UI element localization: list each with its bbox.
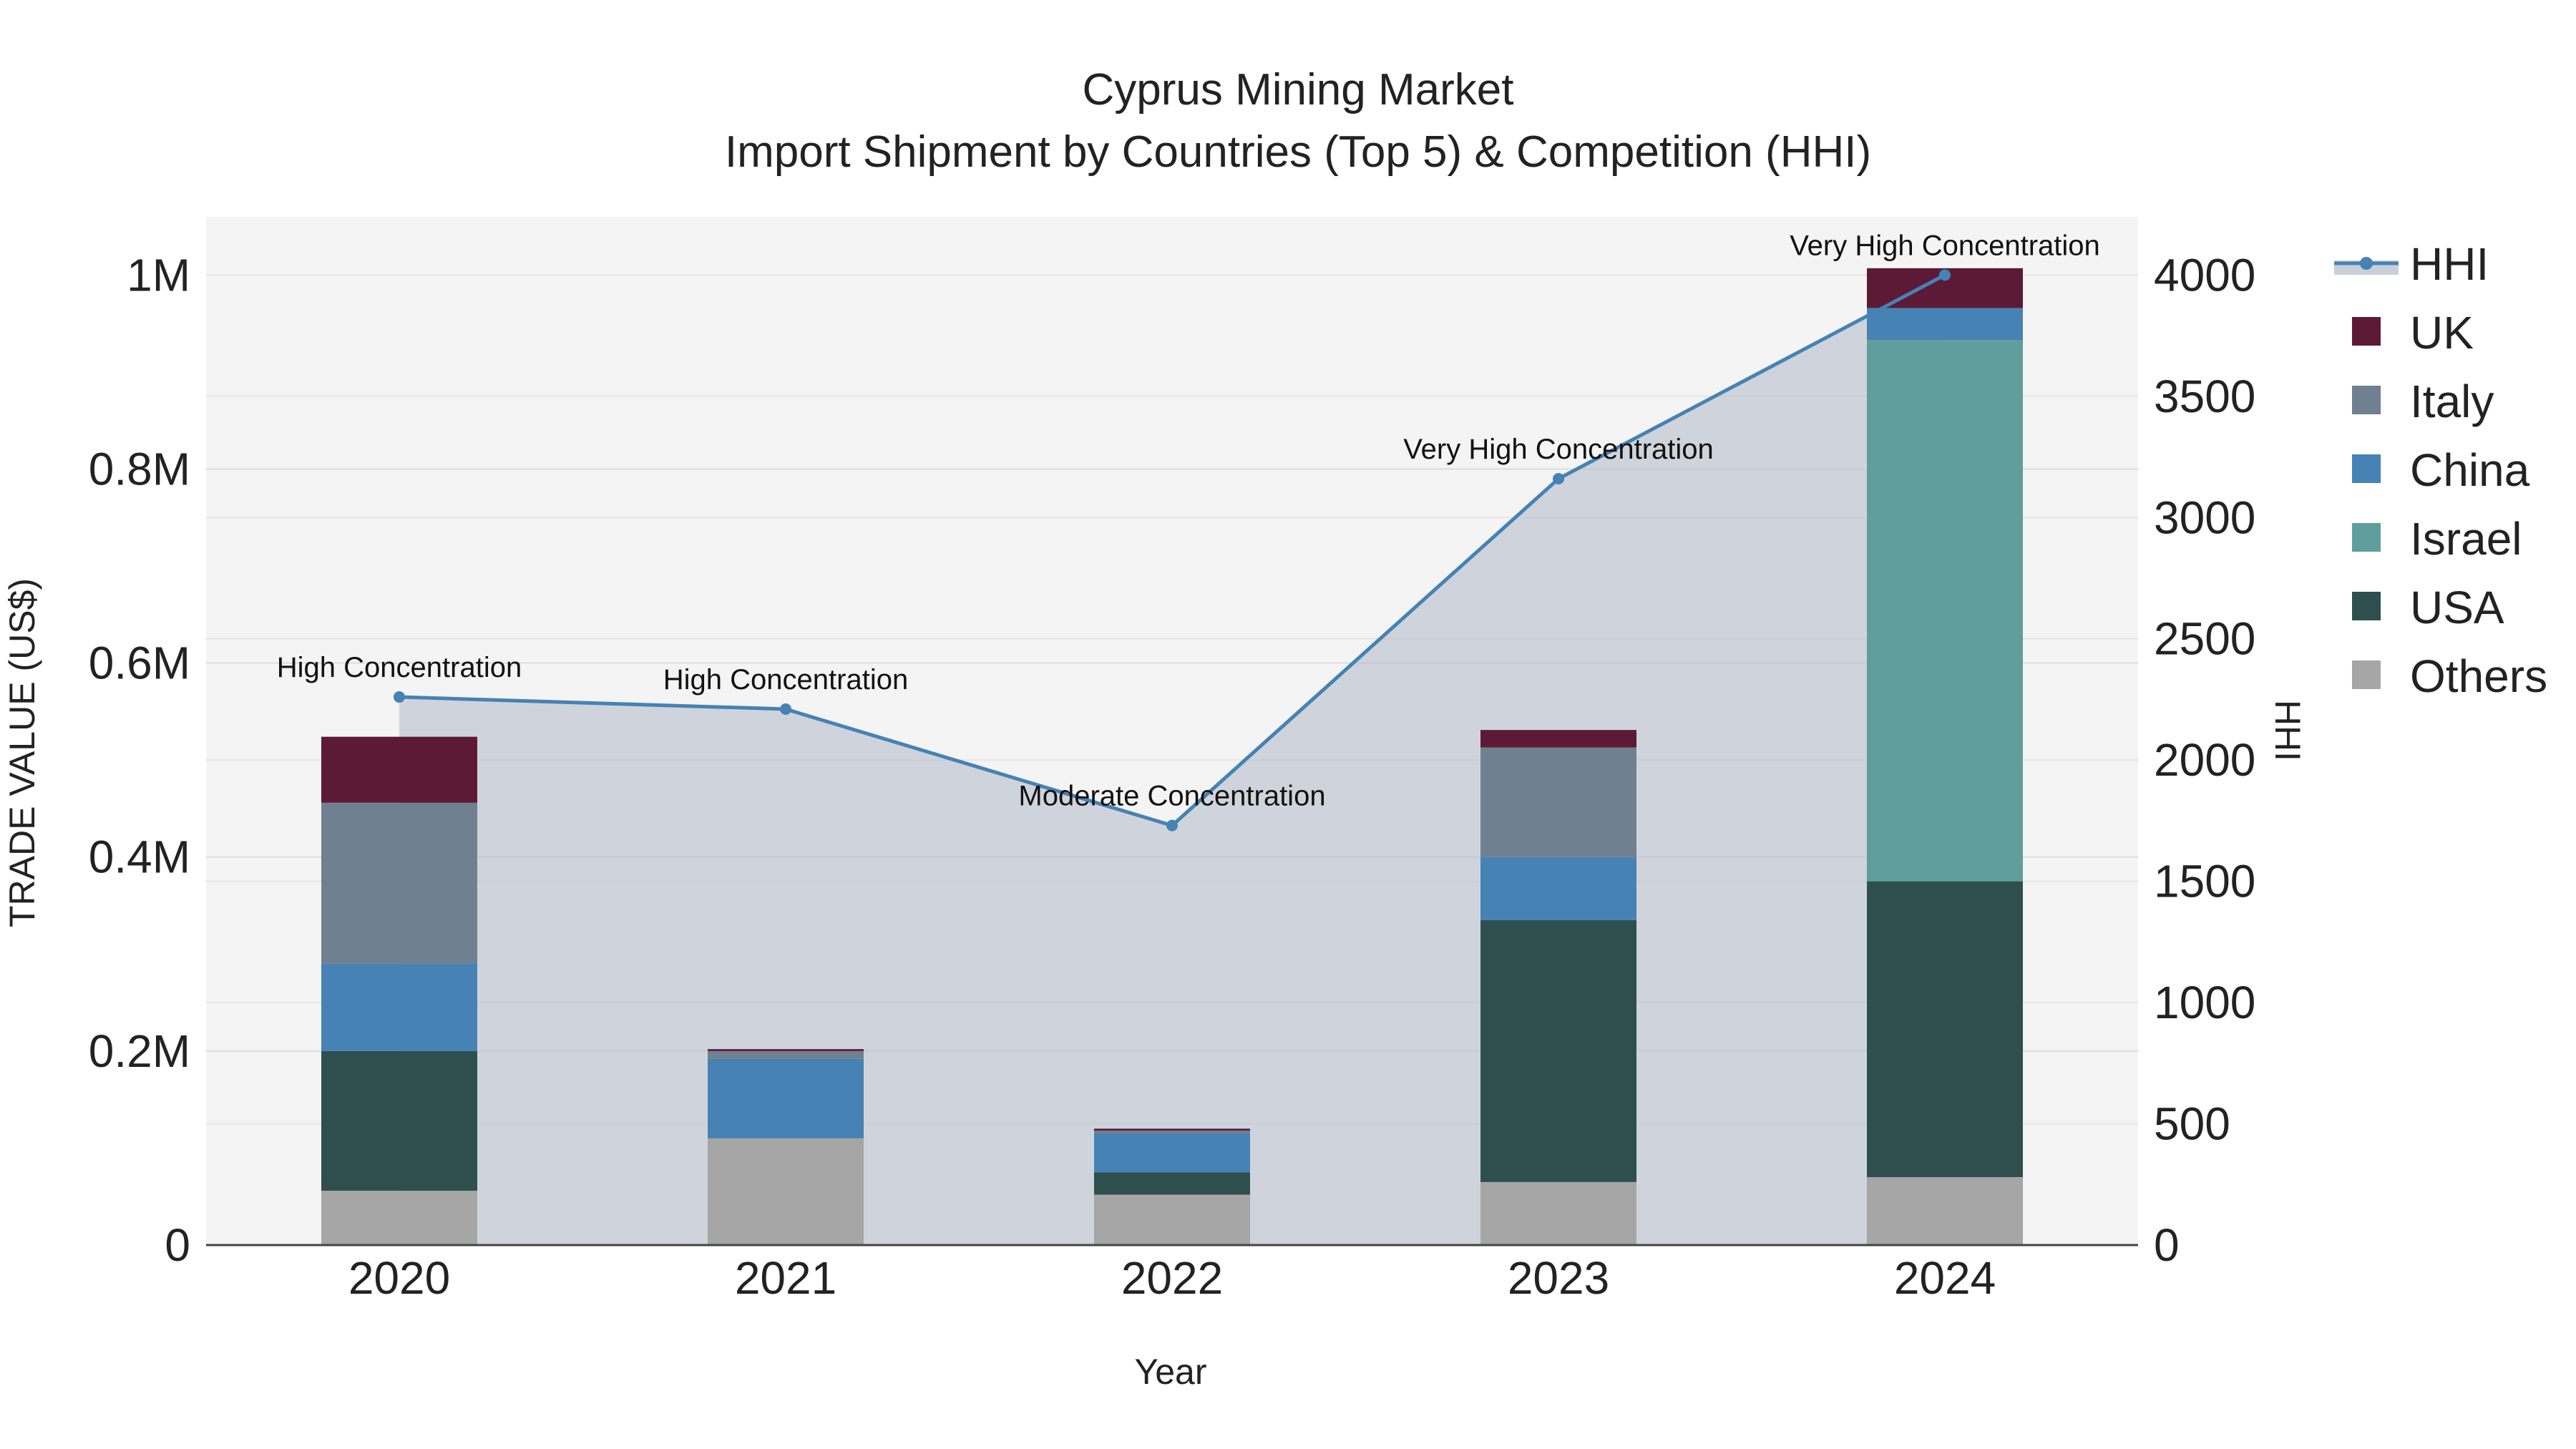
legend-swatch-others [2352,660,2381,689]
bar-others-2024 [1867,1177,2023,1245]
legend: HHI UK Italy China Israel USA Others [2334,238,2547,702]
bar-italy-2021 [708,1050,864,1059]
x-tick-label-2022: 2022 [1121,1252,1223,1304]
hhi-annotation-2024: Very High Concentration [1790,230,2100,261]
y-tick-label: 1M [127,249,190,301]
bar-china-2024 [1867,308,2023,341]
axes: 0 0.2M 0.4M 0.6M 0.8M 1M 0 500 1000 1500 2000 2500 3… [89,249,2256,1304]
bar-china-2022 [1094,1133,1250,1173]
y2-tick-label: 4000 [2154,249,2255,301]
bar-usa-2022 [1094,1172,1250,1195]
hhi-point-2024 [1939,269,1951,281]
y2-tick-label: 1500 [2154,856,2255,907]
bar-usa-2023 [1480,919,1636,1182]
hhi-annotation-2020: High Concentration [277,652,522,683]
bar-china-2023 [1480,857,1636,920]
y-tick-label: 0.2M [89,1025,190,1077]
bar-china-2021 [708,1058,864,1138]
hhi-annotation-2023: Very High Concentration [1403,434,1714,465]
bar-italy-2023 [1480,747,1636,857]
bar-usa-2024 [1867,881,2023,1178]
y2-tick-label: 3000 [2154,492,2255,543]
bar-uk-2023 [1480,730,1636,748]
bar-others-2023 [1480,1181,1636,1245]
hhi-annotations: High Concentration High Concentration Mode… [277,230,2100,811]
bar-israel-2024 [1867,340,2023,882]
y2-tick-label: 2000 [2154,734,2255,786]
legend-label-usa: USA [2410,582,2504,633]
x-tick-label-2024: 2024 [1894,1252,1996,1304]
y2-tick-label: 1000 [2154,977,2255,1028]
hhi-point-2020 [394,691,405,703]
legend-label-china: China [2410,444,2530,496]
y2-tick-label: 500 [2154,1098,2230,1150]
bar-uk-2021 [708,1049,864,1051]
bars-layer [321,268,2023,1245]
legend-swatch-usa [2352,592,2381,620]
y-tick-label: 0.4M [89,831,190,883]
y2-tick-label: 0 [2154,1219,2180,1271]
legend-swatch-uk [2352,317,2381,346]
y2-tick-label: 3500 [2154,371,2255,422]
bar-others-2022 [1094,1194,1250,1245]
chart-subtitle: Import Shipment by Countries (Top 5) & C… [725,127,1871,177]
legend-label-israel: Israel [2410,513,2522,565]
x-tick-label-2020: 2020 [348,1252,450,1304]
y-tick-label: 0.6M [89,638,190,689]
y2-axis-title: HHI [2268,700,2308,761]
x-tick-label-2021: 2021 [735,1252,836,1304]
legend-swatch-israel [2352,523,2381,552]
y-axis-title: TRADE VALUE (US$) [2,578,42,927]
legend-label-uk: UK [2410,307,2474,358]
bar-china-2020 [321,963,477,1051]
legend-swatch-italy [2352,386,2381,414]
hhi-point-2021 [780,703,791,715]
hhi-point-2023 [1553,473,1564,485]
legend-marker-hhi [2360,257,2373,270]
bar-others-2020 [321,1191,477,1245]
hhi-annotation-2022: Moderate Concentration [1018,781,1325,812]
y-tick-label: 0.8M [89,443,190,494]
x-axis-title: Year [1134,1352,1206,1392]
legend-swatch-china [2352,454,2381,483]
chart-title: Cyprus Mining Market [1083,65,1514,114]
bar-uk-2020 [321,736,477,803]
legend-label-others: Others [2410,650,2547,702]
y2-tick-label: 2500 [2154,613,2255,665]
legend-label-hhi: HHI [2410,238,2489,290]
y-tick-label: 0 [165,1219,190,1271]
legend-label-italy: Italy [2410,376,2494,427]
bar-others-2021 [708,1138,864,1245]
bar-italy-2020 [321,802,477,964]
hhi-line-layer [394,269,1951,831]
x-tick-label-2023: 2023 [1508,1252,1609,1304]
bar-italy-2022 [1094,1131,1250,1134]
hhi-point-2022 [1166,819,1178,831]
hhi-annotation-2021: High Concentration [663,664,908,696]
bar-uk-2022 [1094,1128,1250,1131]
bar-usa-2020 [321,1050,477,1191]
